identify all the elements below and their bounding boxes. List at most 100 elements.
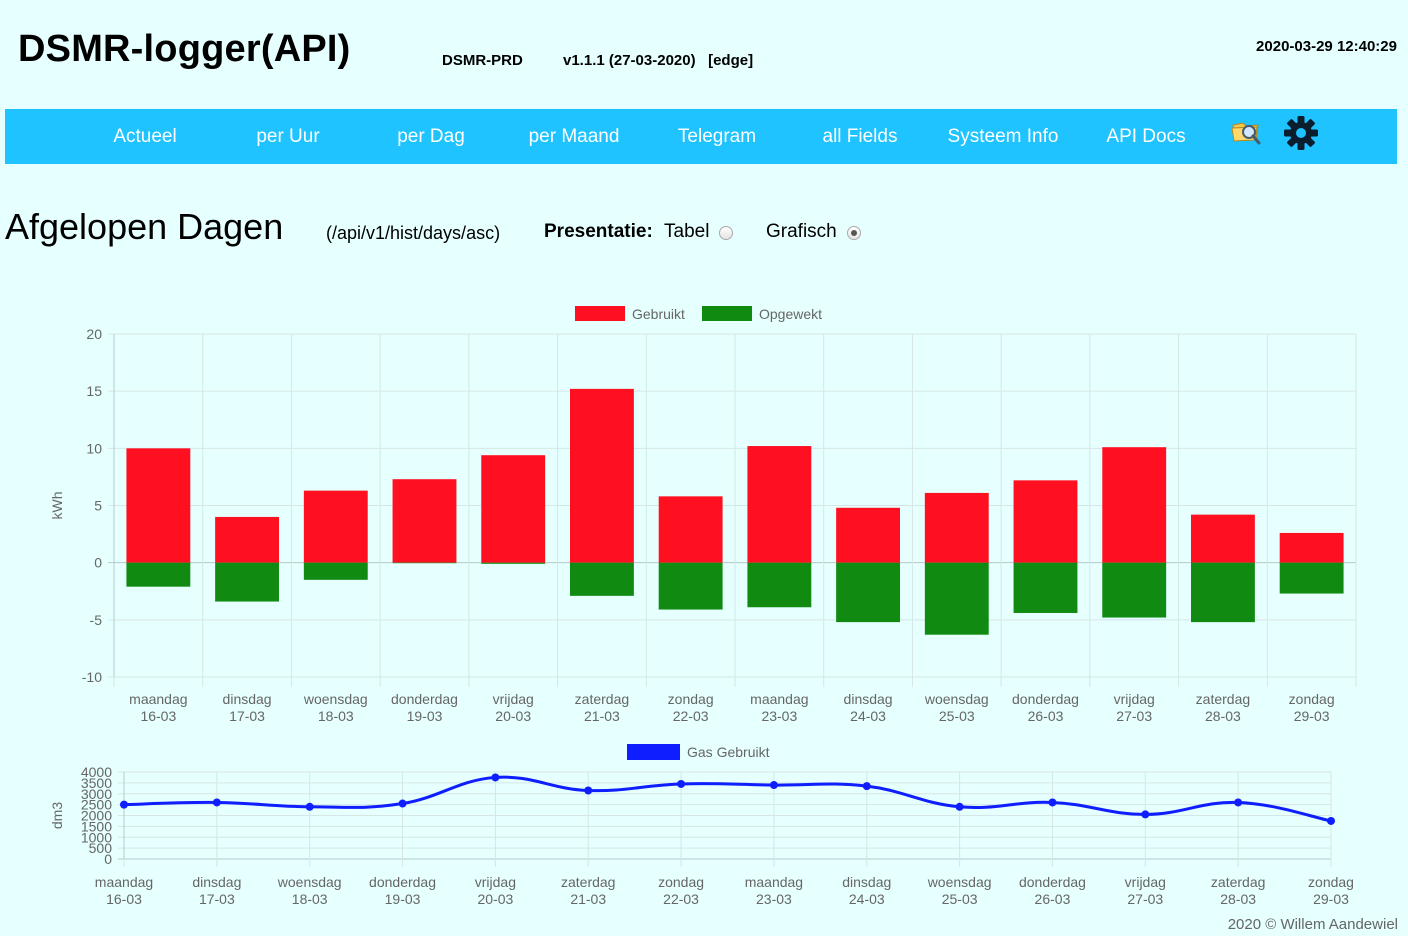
nav-actueel[interactable]: Actueel bbox=[113, 126, 177, 147]
gas-point bbox=[584, 786, 593, 795]
x-tick-label: 22-03 bbox=[663, 891, 699, 907]
x-tick-label: maandag bbox=[95, 874, 153, 890]
x-tick-label: 21-03 bbox=[584, 708, 620, 724]
radio-grafisch-label: Grafisch bbox=[766, 221, 837, 242]
nav-per-dag[interactable]: per Dag bbox=[397, 126, 465, 147]
bar-opgewekt bbox=[1102, 562, 1167, 618]
x-tick-label: 18-03 bbox=[318, 708, 354, 724]
y-tick-label: 1000 bbox=[81, 829, 112, 845]
app-title: DSMR-logger(API) bbox=[18, 28, 351, 70]
x-tick-label: 28-03 bbox=[1205, 708, 1241, 724]
x-tick-label: 27-03 bbox=[1127, 891, 1163, 907]
x-tick-label: zaterdag bbox=[575, 691, 629, 707]
presentation-label: Presentatie: bbox=[544, 221, 653, 243]
x-tick-label: zondag bbox=[658, 874, 704, 890]
x-tick-label: woensdag bbox=[924, 691, 989, 707]
radio-tabel-button[interactable] bbox=[719, 226, 734, 240]
y-tick-label: -5 bbox=[90, 612, 103, 628]
x-tick-label: 20-03 bbox=[495, 708, 531, 724]
radio-grafisch[interactable]: Grafisch bbox=[766, 221, 861, 243]
x-tick-label: 19-03 bbox=[407, 708, 443, 724]
x-tick-label: donderdag bbox=[1019, 874, 1086, 890]
x-tick-label: dinsdag bbox=[842, 874, 891, 890]
bar-gebruikt bbox=[481, 455, 546, 563]
x-tick-label: 17-03 bbox=[199, 891, 235, 907]
y-tick-label: 20 bbox=[86, 326, 102, 342]
x-tick-label: 25-03 bbox=[942, 891, 978, 907]
gas-point bbox=[305, 802, 314, 811]
gas-point bbox=[862, 782, 871, 791]
x-tick-label: 24-03 bbox=[849, 891, 885, 907]
bar-opgewekt bbox=[1279, 562, 1344, 594]
y-tick-label: 5 bbox=[94, 498, 102, 514]
x-tick-label: vrijdag bbox=[1114, 691, 1155, 707]
x-tick-label: 26-03 bbox=[1028, 708, 1064, 724]
legend-swatch bbox=[702, 306, 752, 321]
radio-grafisch-button[interactable] bbox=[846, 226, 861, 240]
x-tick-label: vrijdag bbox=[493, 691, 534, 707]
y-tick-label: 2000 bbox=[81, 808, 112, 824]
x-tick-label: maandag bbox=[745, 874, 803, 890]
gas-point bbox=[677, 779, 686, 788]
legend-label: Gebruikt bbox=[632, 306, 685, 322]
radio-tabel-label: Tabel bbox=[664, 221, 710, 242]
gas-point bbox=[1327, 816, 1335, 825]
gear-icon[interactable] bbox=[1283, 115, 1319, 151]
legend-swatch bbox=[627, 744, 680, 760]
y-tick-label: 0 bbox=[94, 555, 102, 571]
x-tick-label: vrijdag bbox=[475, 874, 516, 890]
x-tick-label: 18-03 bbox=[292, 891, 328, 907]
nav-per-uur[interactable]: per Uur bbox=[256, 126, 320, 147]
y-tick-label: 15 bbox=[86, 383, 102, 399]
gas-point bbox=[120, 800, 128, 809]
y-tick-label: 2500 bbox=[81, 797, 112, 813]
gas-point bbox=[491, 773, 500, 782]
legend-label: Gas Gebruikt bbox=[687, 744, 770, 760]
gas-point bbox=[212, 798, 221, 807]
x-tick-label: 20-03 bbox=[477, 891, 513, 907]
bar-opgewekt bbox=[747, 562, 812, 608]
x-tick-label: 28-03 bbox=[1220, 891, 1256, 907]
bar-gebruikt bbox=[924, 492, 989, 563]
nav-per-maand[interactable]: per Maand bbox=[528, 126, 620, 147]
bar-gebruikt bbox=[1279, 532, 1344, 563]
x-tick-label: 26-03 bbox=[1035, 891, 1071, 907]
bar-gebruikt bbox=[747, 446, 812, 563]
nav-all-fields[interactable]: all Fields bbox=[822, 126, 898, 147]
bar-gebruikt bbox=[303, 490, 368, 563]
x-tick-label: donderdag bbox=[369, 874, 436, 890]
bar-opgewekt bbox=[836, 562, 901, 623]
x-tick-label: zondag bbox=[1308, 874, 1354, 890]
x-tick-label: 16-03 bbox=[106, 891, 142, 907]
y-axis-label: dm3 bbox=[49, 802, 65, 829]
navbar: Actueel per Uur per Dag per Maand Telegr… bbox=[5, 109, 1397, 164]
x-tick-label: dinsdag bbox=[223, 691, 272, 707]
page-title: Afgelopen Dagen bbox=[5, 206, 284, 247]
file-search-icon[interactable] bbox=[1229, 115, 1263, 149]
y-tick-label: 4000 bbox=[81, 764, 112, 780]
x-tick-label: dinsdag bbox=[844, 691, 893, 707]
x-tick-label: 29-03 bbox=[1313, 891, 1349, 907]
gas-point bbox=[769, 781, 778, 790]
presentation-caption: Presentatie: bbox=[544, 221, 653, 242]
bar-gebruikt bbox=[836, 507, 901, 563]
x-tick-label: zaterdag bbox=[1196, 691, 1250, 707]
clock: 2020-03-29 12:40:29 bbox=[1256, 38, 1397, 55]
gas-line bbox=[123, 775, 1332, 823]
bar-gebruikt bbox=[1102, 447, 1167, 563]
x-tick-label: zaterdag bbox=[1211, 874, 1265, 890]
legend-swatch bbox=[575, 306, 625, 321]
x-tick-label: woensdag bbox=[277, 874, 342, 890]
x-tick-label: 25-03 bbox=[939, 708, 975, 724]
hostname: DSMR-PRD bbox=[442, 52, 523, 69]
y-tick-label: 0 bbox=[104, 851, 112, 867]
x-tick-label: vrijdag bbox=[1125, 874, 1166, 890]
nav-systeem-info[interactable]: Systeem Info bbox=[947, 126, 1059, 147]
bar-gebruikt bbox=[392, 479, 457, 563]
nav-telegram[interactable]: Telegram bbox=[677, 126, 757, 147]
x-tick-label: 24-03 bbox=[850, 708, 886, 724]
nav-api-docs[interactable]: API Docs bbox=[1106, 126, 1186, 147]
x-tick-label: 16-03 bbox=[140, 708, 176, 724]
gas-point bbox=[1048, 798, 1057, 807]
radio-tabel[interactable]: Tabel bbox=[664, 221, 734, 243]
